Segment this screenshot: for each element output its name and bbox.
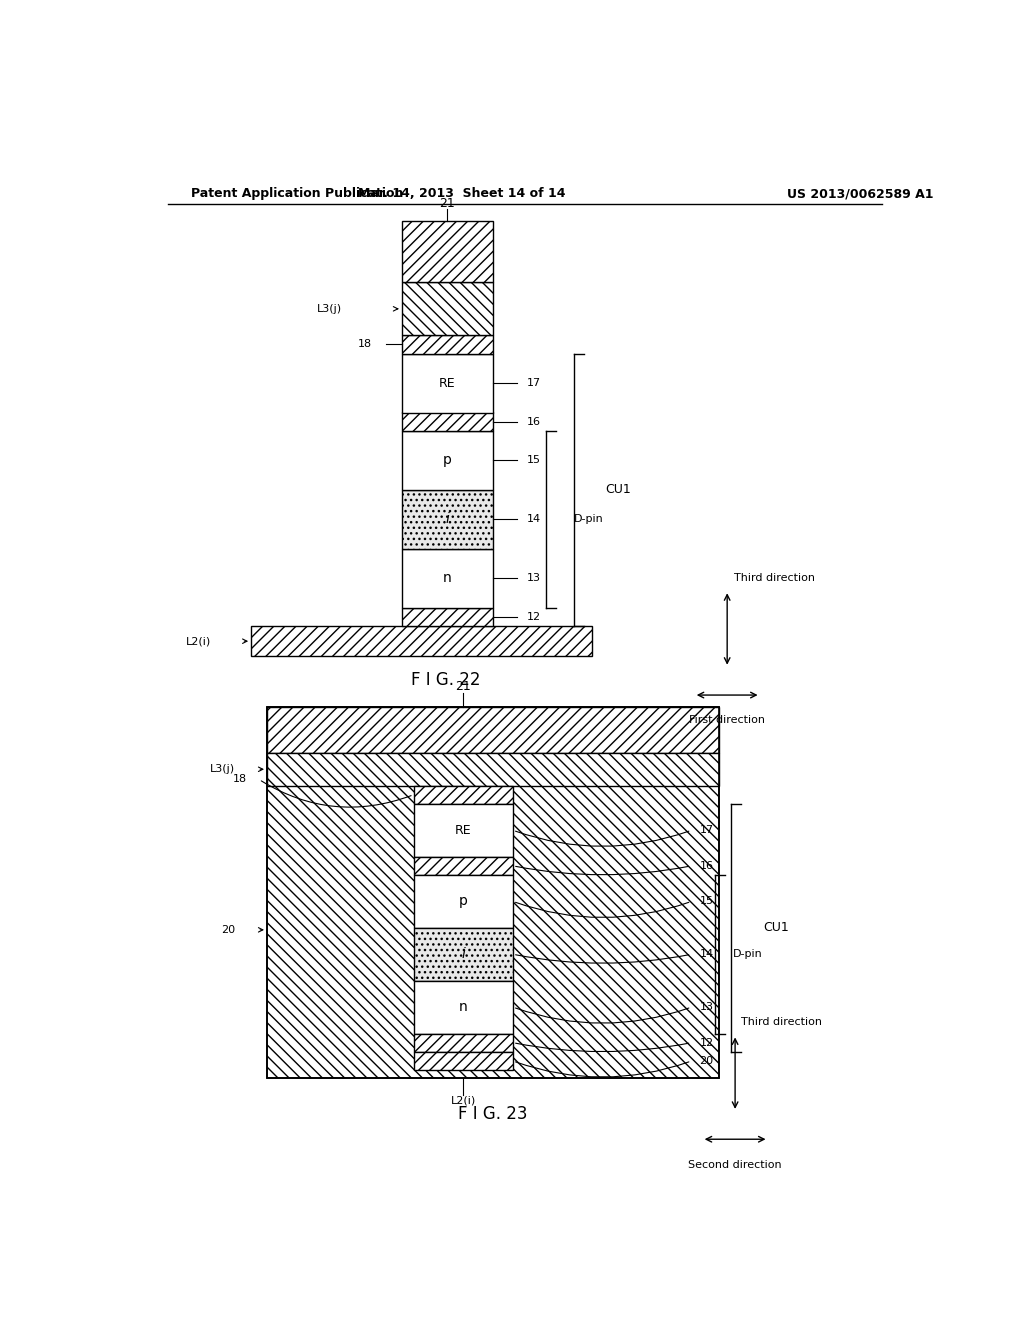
Text: 12: 12	[699, 1038, 714, 1048]
Text: 16: 16	[699, 861, 714, 871]
Text: 13: 13	[526, 573, 541, 583]
Text: Third direction: Third direction	[733, 573, 814, 583]
Text: US 2013/0062589 A1: US 2013/0062589 A1	[786, 187, 933, 201]
Text: 16: 16	[526, 417, 541, 426]
Text: 18: 18	[357, 339, 372, 350]
Bar	[267, 708, 719, 752]
Text: 21: 21	[456, 680, 471, 693]
Text: L3(j): L3(j)	[317, 304, 342, 314]
Bar	[401, 335, 494, 354]
Text: F I G. 22: F I G. 22	[411, 671, 480, 689]
Text: First direction: First direction	[689, 715, 765, 726]
Text: RE: RE	[455, 824, 472, 837]
Bar	[401, 282, 494, 335]
Text: F I G. 23: F I G. 23	[459, 1105, 527, 1123]
Text: 17: 17	[526, 378, 541, 388]
Text: RE: RE	[439, 376, 456, 389]
Text: L2(i): L2(i)	[451, 1096, 476, 1106]
Text: 15: 15	[699, 896, 714, 907]
Text: p: p	[443, 453, 452, 467]
Text: 14: 14	[699, 949, 714, 960]
Bar	[414, 928, 513, 981]
Text: 14: 14	[526, 515, 541, 524]
Text: 21: 21	[439, 197, 456, 210]
Bar	[401, 549, 494, 607]
Text: L2(i): L2(i)	[186, 636, 211, 647]
Text: n: n	[459, 1001, 468, 1014]
Text: 13: 13	[699, 1002, 714, 1012]
Text: 17: 17	[699, 825, 714, 836]
Bar	[414, 857, 513, 875]
Text: p: p	[459, 895, 468, 908]
Bar	[401, 607, 494, 626]
Bar	[401, 222, 494, 282]
Text: Mar. 14, 2013  Sheet 14 of 14: Mar. 14, 2013 Sheet 14 of 14	[357, 187, 565, 201]
Bar	[414, 804, 513, 857]
Bar	[401, 490, 494, 549]
Text: i: i	[445, 512, 450, 527]
Text: 15: 15	[526, 455, 541, 465]
Text: i: i	[462, 948, 465, 961]
Bar	[414, 785, 513, 804]
Text: 20: 20	[699, 1056, 714, 1067]
Text: n: n	[443, 572, 452, 585]
Bar	[401, 354, 494, 412]
Bar	[414, 1034, 513, 1052]
Bar	[414, 1052, 513, 1071]
Text: D-pin: D-pin	[574, 515, 604, 524]
Text: Second direction: Second direction	[688, 1160, 782, 1170]
Bar	[267, 752, 719, 785]
Text: 20: 20	[221, 925, 236, 935]
Bar	[267, 708, 719, 1078]
Text: 12: 12	[526, 611, 541, 622]
Bar	[401, 430, 494, 490]
Text: L3(j): L3(j)	[210, 764, 236, 775]
Text: D-pin: D-pin	[733, 949, 763, 960]
Text: Patent Application Publication: Patent Application Publication	[191, 187, 403, 201]
Bar	[401, 412, 494, 430]
Text: Third direction: Third direction	[741, 1018, 822, 1027]
Bar	[414, 981, 513, 1034]
Bar	[267, 708, 719, 1078]
Text: CU1: CU1	[606, 483, 632, 496]
Bar	[414, 875, 513, 928]
Bar	[251, 626, 592, 656]
Text: CU1: CU1	[763, 921, 788, 935]
Text: 18: 18	[232, 775, 247, 784]
